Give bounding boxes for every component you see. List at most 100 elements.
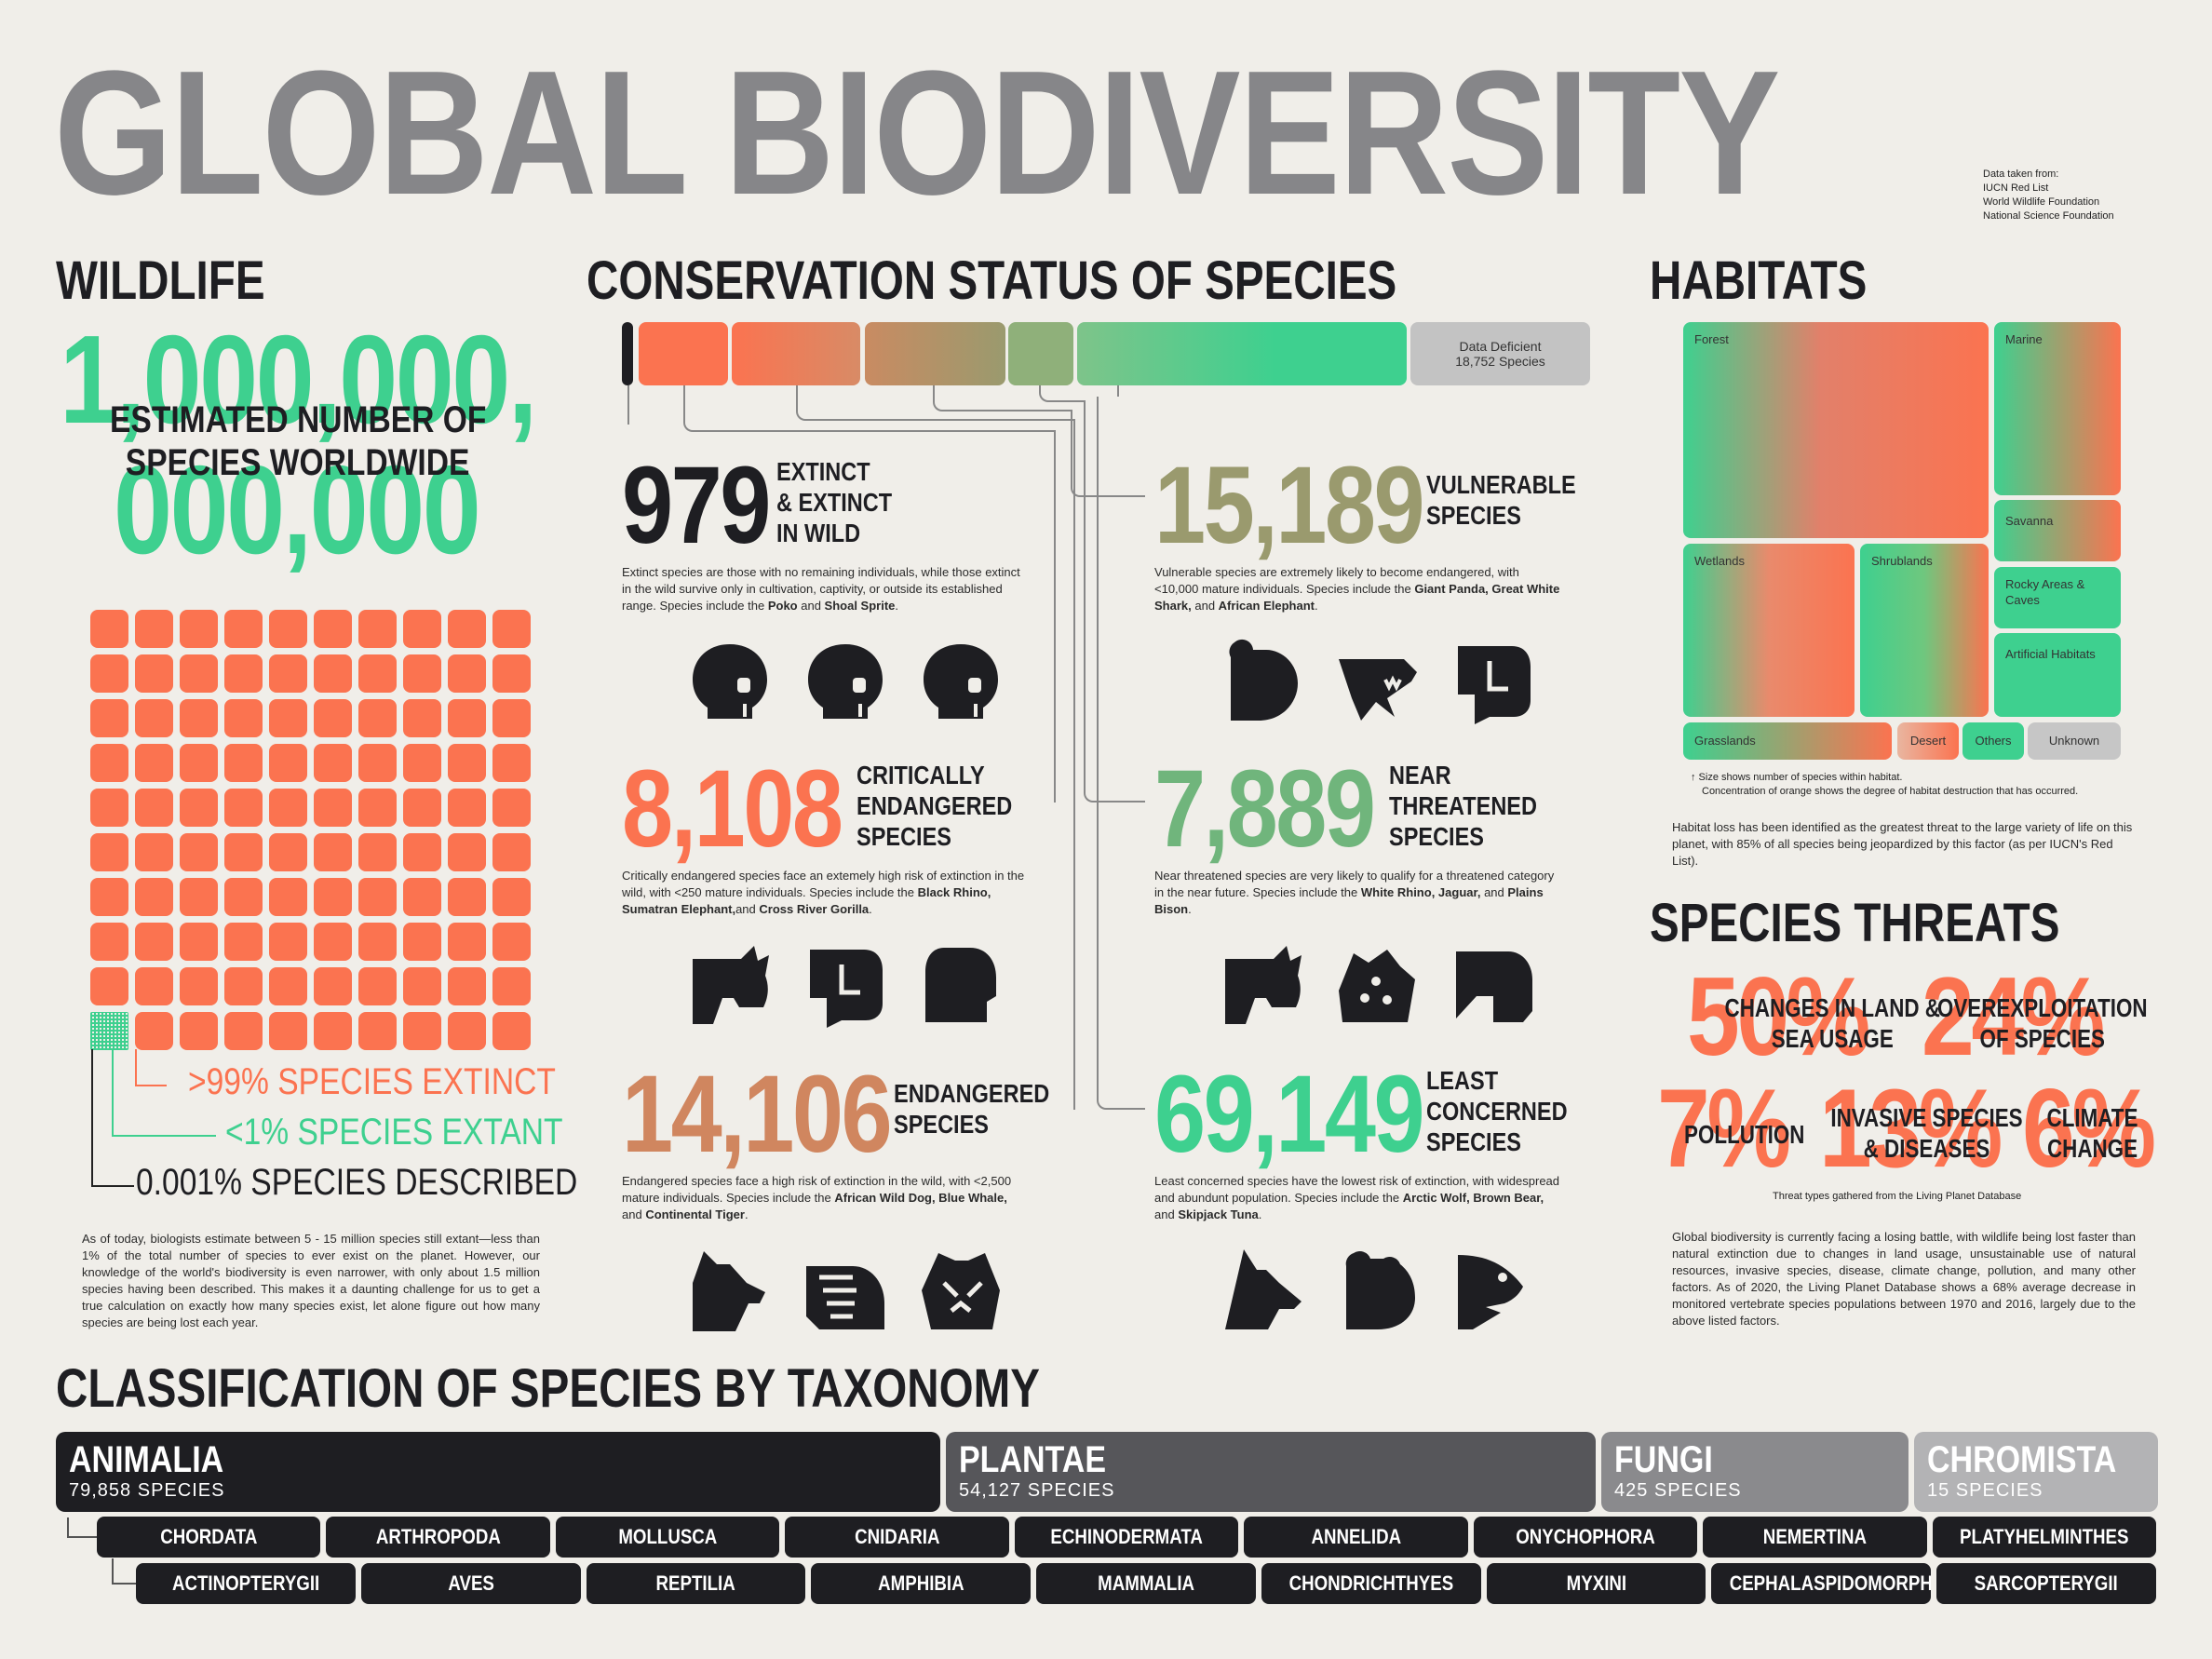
status-description-part: Poko: [767, 599, 798, 613]
sources-heading: Data taken from:: [1983, 169, 2059, 180]
species-estimate-number-top: 1,000,000,: [60, 309, 537, 450]
class-mammalia: MAMMALIA: [1036, 1563, 1256, 1604]
source-item: IUCN Red List: [1983, 182, 2049, 194]
waffle-cell-extinct: [358, 833, 397, 871]
habitat-tile-wetlands: Wetlands: [1683, 544, 1855, 717]
waffle-cell-extinct: [403, 878, 441, 916]
waffle-cell-extinct: [314, 699, 352, 737]
waffle-cell-extinct: [90, 789, 128, 827]
status-description: Near threatened species are very likely …: [1154, 868, 1560, 918]
whale-icon: [801, 1246, 890, 1335]
waffle-cell-extinct: [90, 878, 128, 916]
waffle-cell-extinct: [90, 967, 128, 1005]
status-description-part: Vulnerable species are extremely likely …: [1154, 565, 1519, 596]
status-description-part: .: [1258, 1207, 1262, 1221]
extinct-status-bar: [622, 322, 633, 385]
threat-percentage: 50%: [1687, 954, 1870, 1079]
species-estimate-number-bottom: 000,000: [114, 439, 481, 580]
species-estimate-label-line: ESTIMATED NUMBER OF: [110, 399, 487, 440]
taxon-label: CEPHALASPIDOMORPHI: [1730, 1571, 1932, 1595]
taxon-label: CNIDARIA: [854, 1525, 940, 1548]
described-legend: 0.001% SPECIES DESCRIBED: [136, 1162, 578, 1203]
taxon-label: ACTINOPTERYGII: [171, 1571, 320, 1595]
habitat-tile-artificial: Artificial Habitats: [1994, 633, 2121, 717]
habitat-label: Shrublands: [1871, 554, 1933, 568]
waffle-cell-extinct: [224, 923, 263, 961]
waffle-cell-extinct: [180, 833, 218, 871]
bison-icon: [1449, 940, 1538, 1030]
waffle-cell-extinct: [358, 878, 397, 916]
habitat-tile-savanna: Savanna: [1994, 500, 2121, 561]
threat-label: OVEREXPLOITATION OF SPECIES: [1936, 993, 2148, 1053]
waffle-cell-extinct: [492, 789, 531, 827]
status-description-part: Critically endangered species face an ex…: [622, 869, 1025, 899]
data-deficient-value: 18,752 Species: [1455, 354, 1545, 369]
threat-percentage: 6%: [2022, 1066, 2156, 1191]
phylum-annelida: ANNELIDA: [1244, 1517, 1468, 1558]
waffle-cell-extinct: [358, 610, 397, 648]
habitat-tile-desert: Desert: [1897, 722, 1959, 760]
status-label-line: SPECIES: [1426, 1127, 1521, 1156]
waffle-cell-extinct: [224, 1012, 263, 1050]
waffle-cell-extinct: [224, 833, 263, 871]
waffle-cell-extinct: [180, 967, 218, 1005]
waffle-cell-extinct: [180, 744, 218, 782]
waffle-cell-extinct: [180, 610, 218, 648]
waffle-cell-extinct: [314, 967, 352, 1005]
waffle-cell-extinct: [403, 1012, 441, 1050]
threat-label: CLIMATE CHANGE: [2046, 1103, 2138, 1163]
kingdom-name: FUNGI: [1614, 1439, 1713, 1480]
status-label: CRITICALLY ENDANGERED SPECIES: [856, 760, 1012, 852]
threat-percentage: 13%: [1819, 1066, 2003, 1191]
taxon-label: ECHINODERMATA: [1050, 1525, 1203, 1548]
habitat-label: Artificial Habitats: [2005, 647, 2096, 661]
waffle-cell-extinct: [180, 654, 218, 693]
status-label-line: SPECIES: [1389, 822, 1484, 851]
extinct-leader-line: [135, 1049, 167, 1086]
waffle-cell-extinct: [403, 654, 441, 693]
habitat-label: Unknown: [2048, 734, 2100, 748]
class-amphibia: AMPHIBIA: [811, 1563, 1032, 1604]
habitat-note: ↑ Size shows number of species within ha…: [1691, 771, 2078, 799]
status-label-line: THREATENED: [1389, 791, 1537, 820]
status-label-line: ENDANGERED: [894, 1079, 1050, 1108]
waffle-cell-extinct: [358, 744, 397, 782]
connector-line: [1117, 385, 1119, 397]
wildlife-body-text: As of today, biologists estimate between…: [82, 1232, 540, 1329]
waffle-cell-extinct: [403, 967, 441, 1005]
class-chondrichthyes: CHONDRICHTHYES: [1261, 1563, 1481, 1604]
status-description: Least concerned species have the lowest …: [1154, 1173, 1560, 1223]
waffle-cell-extinct: [358, 1012, 397, 1050]
habitat-tile-others: Others: [1962, 722, 2024, 760]
status-description-part: and: [622, 1207, 646, 1221]
jaguar-icon: [1333, 940, 1423, 1030]
phylum-onychophora: ONYCHOPHORA: [1473, 1517, 1698, 1558]
waffle-cell-extinct: [90, 923, 128, 961]
waffle-cell-extinct: [224, 610, 263, 648]
waffle-cell-extinct: [358, 699, 397, 737]
tiger-icon: [916, 1246, 1005, 1335]
habitat-label: Rocky Areas & Caves: [2005, 577, 2085, 607]
kingdom-name: PLANTAE: [959, 1439, 1107, 1480]
waffle-cell-extinct: [448, 878, 486, 916]
status-description-part: .: [1188, 902, 1192, 916]
status-description-part: Near threatened species are very likely …: [1154, 869, 1555, 899]
status-description: Extinct species are those with no remain…: [622, 564, 1028, 614]
phylum-mollusca: MOLLUSCA: [555, 1517, 780, 1558]
waffle-cell-extinct: [269, 833, 307, 871]
waffle-cell-extinct: [135, 1012, 173, 1050]
waffle-cell-extinct: [224, 654, 263, 693]
waffle-cell-extinct: [358, 654, 397, 693]
status-description-part: .: [744, 1207, 749, 1221]
waffle-cell-extinct: [314, 833, 352, 871]
status-label-line: SPECIES: [856, 822, 951, 851]
taxon-label: ARTHROPODA: [375, 1525, 501, 1548]
habitat-label: Grasslands: [1694, 734, 1756, 748]
source-item: National Science Foundation: [1983, 210, 2114, 222]
waffle-cell-extinct: [90, 610, 128, 648]
species-estimate-label: ESTIMATED NUMBER OF SPECIES WORLDWIDE: [110, 398, 487, 484]
kingdom-fungi: FUNGI 425 SPECIES: [1601, 1432, 1909, 1512]
waffle-cell-extinct: [314, 654, 352, 693]
status-description-part: .: [869, 902, 872, 916]
waffle-cell-extinct: [135, 923, 173, 961]
